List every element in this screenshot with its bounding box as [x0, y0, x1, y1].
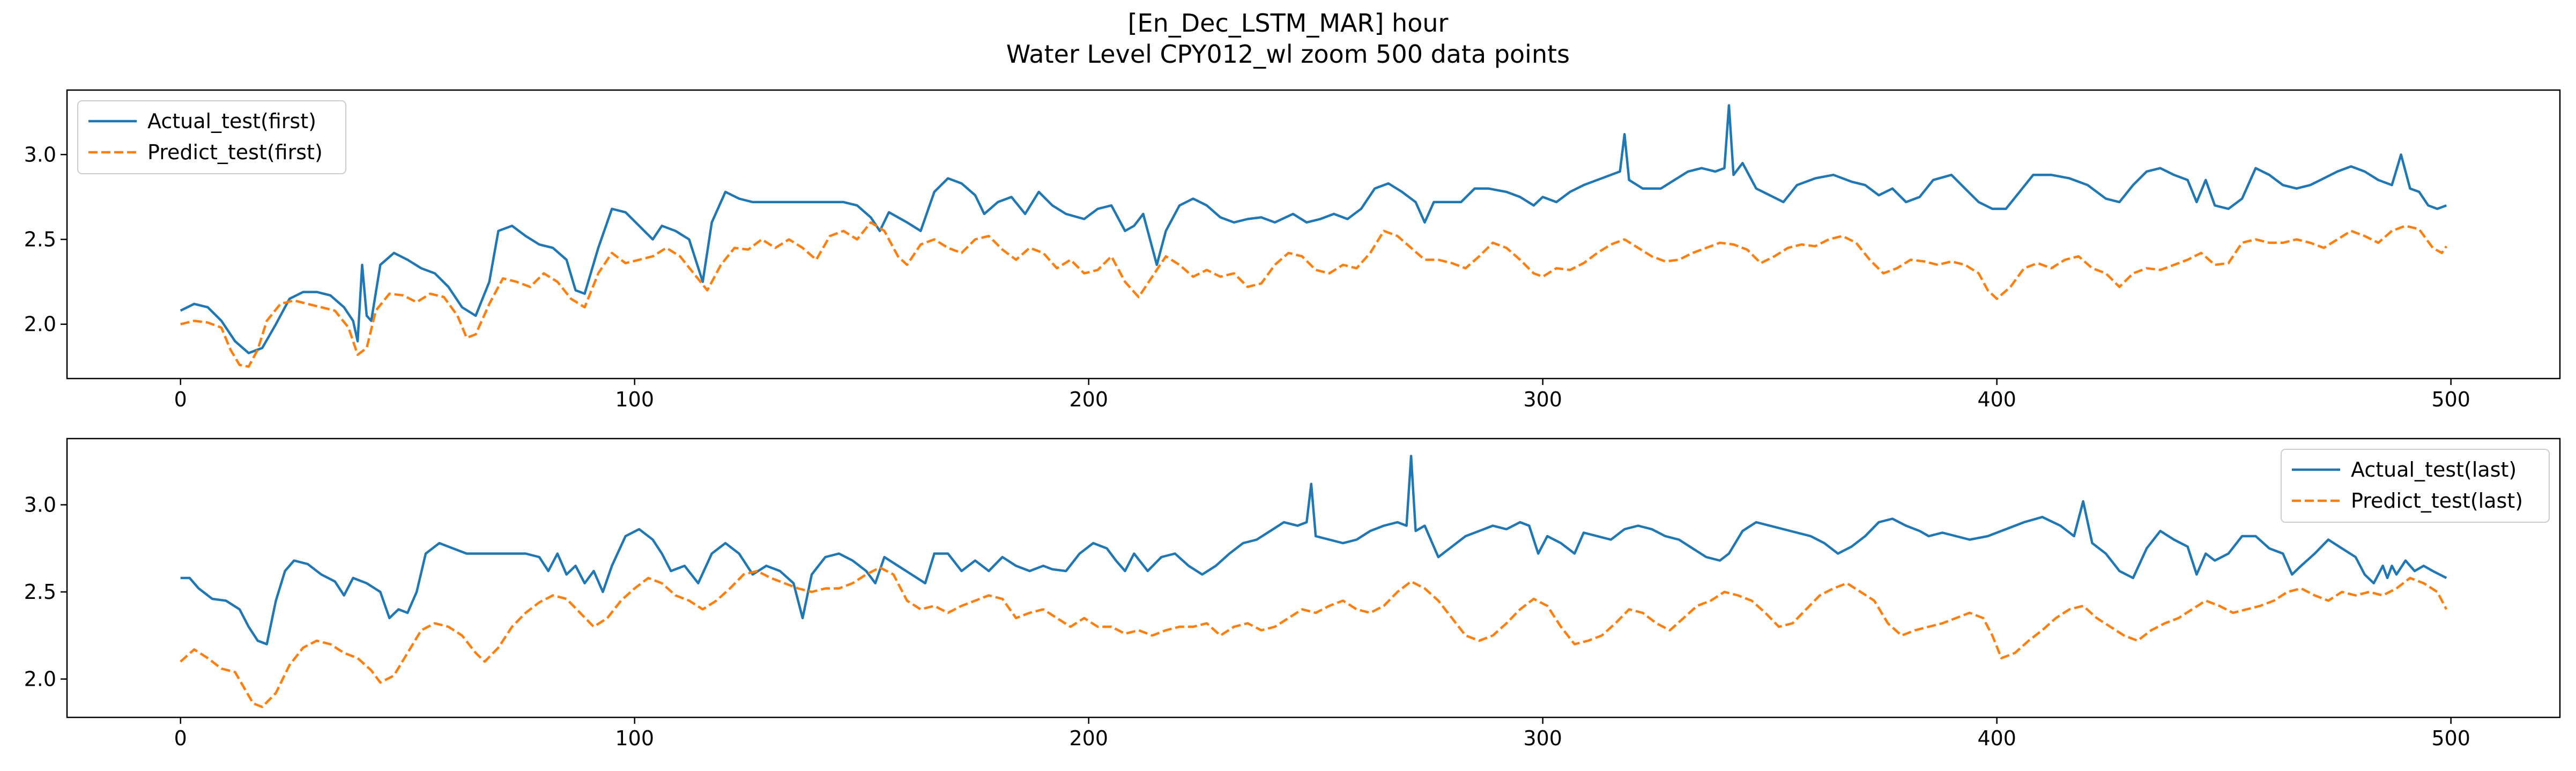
x-tick-label: 400: [1977, 726, 2016, 750]
y-tick-label: 2.0: [24, 313, 56, 336]
x-tick-label: 200: [1069, 388, 1108, 411]
y-tick-label: 2.5: [24, 580, 56, 604]
legend-label: Predict_test(last): [2351, 489, 2523, 513]
legend: Actual_test(first) Predict_test(first): [77, 100, 346, 174]
x-tick-label: 500: [2431, 726, 2470, 750]
series-line-actual: [180, 455, 2447, 646]
legend: Actual_test(last) Predict_test(last): [2281, 449, 2550, 523]
x-tick-label: 0: [174, 726, 187, 750]
y-tick-label: 3.0: [24, 493, 56, 517]
y-tick-label: 2.5: [24, 227, 56, 251]
legend-label: Predict_test(first): [147, 140, 323, 164]
legend-label: Actual_test(first): [147, 109, 316, 133]
y-tick-label: 2.0: [24, 668, 56, 691]
figure-title: [En_Dec_LSTM_MAR] hour Water Level CPY01…: [0, 8, 2576, 70]
x-tick-label: 100: [615, 388, 654, 411]
legend-box: [77, 100, 346, 174]
legend-label: Actual_test(last): [2351, 458, 2516, 481]
subplot-2: 0 100 200 300 400 500 2.0 2.5 3.0 Actual_test(las…: [24, 438, 2561, 750]
legend-box: [2281, 449, 2550, 523]
axes-frame: [66, 89, 2561, 380]
series-line-actual: [180, 104, 2447, 354]
x-tick-label: 500: [2431, 388, 2470, 411]
figure-title-line2: Water Level CPY012_wl zoom 500 data poin…: [1006, 40, 1570, 69]
axes-frame: [66, 438, 2561, 718]
x-tick-label: 400: [1977, 388, 2016, 411]
subplot-1: 0 100 200 300 400 500 2.0 2.5 3.0 Actual_test(fir…: [24, 89, 2561, 411]
series-line-predict: [180, 221, 2448, 368]
x-tick-label: 0: [174, 388, 187, 411]
x-tick-label: 200: [1069, 726, 1108, 750]
x-tick-label: 300: [1523, 726, 1562, 750]
series-line-predict: [180, 566, 2448, 708]
x-tick-label: 100: [615, 726, 654, 750]
y-tick-label: 3.0: [24, 143, 56, 166]
figure-title-line1: [En_Dec_LSTM_MAR] hour: [1127, 9, 1449, 38]
x-tick-label: 300: [1523, 388, 1562, 411]
